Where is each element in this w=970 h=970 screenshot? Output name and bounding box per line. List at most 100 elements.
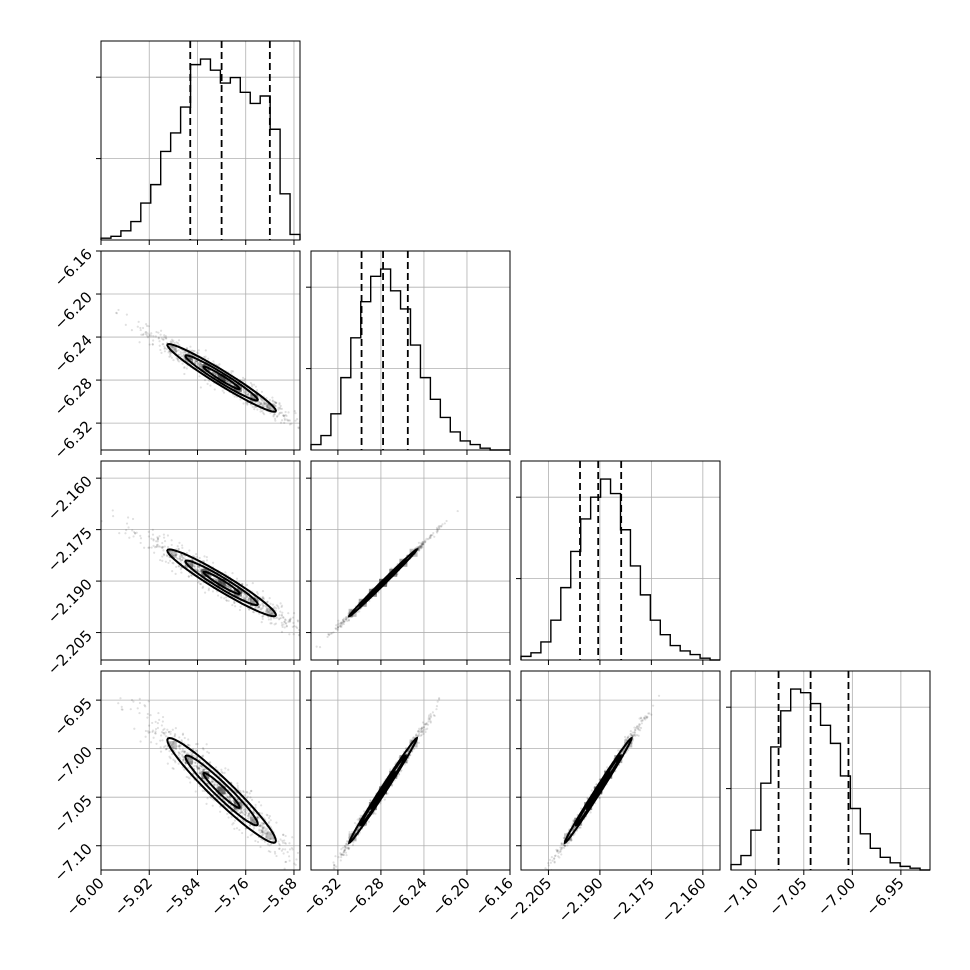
sample-point (243, 596, 246, 600)
sample-point (344, 845, 347, 849)
sample-point (269, 833, 272, 836)
sample-point (300, 624, 302, 626)
sample-point (428, 537, 431, 540)
sample-point (313, 878, 315, 880)
sample-point (178, 343, 181, 347)
sample-point (244, 393, 247, 396)
sample-point (177, 754, 180, 757)
sample-point (171, 728, 174, 731)
sample-point (254, 385, 258, 388)
sample-point (259, 831, 262, 834)
sample-point (201, 755, 204, 758)
sample-point (346, 847, 350, 850)
sample-point (282, 414, 285, 417)
sample-point (255, 389, 259, 392)
contour-p3-1-2 (347, 736, 419, 845)
sample-point (412, 748, 416, 751)
sample-point (202, 769, 205, 772)
sample-point (198, 772, 201, 775)
sample-point (231, 603, 234, 607)
sample-point (112, 515, 115, 518)
sample-point (260, 812, 264, 815)
sample-point (199, 773, 202, 776)
sample-point (165, 347, 168, 351)
sample-point (154, 720, 157, 723)
sample-point (265, 813, 268, 816)
sample-point (336, 913, 338, 915)
sample-point (194, 567, 197, 571)
sample-point (279, 838, 282, 841)
sample-point (285, 418, 288, 421)
sample-point (160, 724, 163, 727)
sample-point (232, 806, 235, 809)
sample-point (146, 716, 149, 719)
sample-point (278, 403, 281, 406)
sample-point (193, 764, 196, 768)
sample-point (241, 805, 244, 808)
sample-point (230, 371, 233, 375)
sample-point (358, 610, 361, 613)
sample-point (332, 631, 335, 634)
sample-point (157, 536, 160, 540)
sample-point (171, 561, 174, 564)
sample-point (438, 524, 441, 528)
sample-point (379, 802, 382, 805)
sample-point (197, 570, 200, 573)
sample-point (417, 741, 420, 744)
sample-point (288, 620, 291, 623)
sample-point (421, 726, 424, 729)
sample-point (239, 398, 242, 401)
sample-point (233, 819, 237, 822)
sample-point (220, 768, 223, 771)
sample-point (171, 554, 174, 557)
sample-point (342, 620, 345, 623)
sample-point (244, 597, 247, 600)
sample-point (199, 570, 202, 573)
sample-point (150, 332, 153, 335)
sample-point (283, 620, 286, 623)
sample-point (131, 517, 135, 521)
sample-point (229, 586, 232, 590)
sample-point (290, 422, 293, 425)
sample-point (197, 766, 200, 769)
sample-point (282, 616, 285, 619)
sample-point (372, 812, 375, 815)
sample-point (278, 842, 281, 845)
sample-point (303, 862, 305, 864)
sample-point (296, 620, 300, 623)
sample-point (288, 855, 291, 858)
sample-point (283, 414, 286, 418)
sample-point (163, 345, 166, 348)
sample-point (200, 567, 203, 570)
sample-point (339, 852, 342, 855)
sample-point (421, 543, 424, 546)
sample-point (554, 854, 557, 857)
sample-point (245, 790, 248, 794)
sample-point (182, 756, 185, 759)
sample-point (188, 744, 191, 747)
sample-point (176, 359, 180, 362)
sample-point (262, 822, 265, 825)
sample-point (333, 867, 336, 870)
sample-point (201, 766, 204, 769)
sample-point (180, 553, 183, 556)
sample-point (305, 855, 307, 857)
sample-point (161, 715, 165, 719)
sample-point (429, 536, 432, 539)
sample-point (146, 712, 149, 716)
sample-point (261, 834, 264, 837)
sample-point (161, 541, 164, 545)
sample-point (284, 621, 287, 625)
sample-point (267, 404, 270, 407)
sample-point (342, 851, 345, 854)
sample-point (183, 750, 186, 753)
sample-point (178, 360, 181, 363)
sample-point (239, 811, 242, 814)
sample-point (420, 542, 423, 545)
sample-point (556, 850, 559, 853)
sample-point (181, 544, 184, 547)
sample-point (225, 599, 228, 602)
sample-point (417, 546, 420, 549)
sample-point (226, 796, 229, 799)
sample-point (219, 805, 222, 808)
